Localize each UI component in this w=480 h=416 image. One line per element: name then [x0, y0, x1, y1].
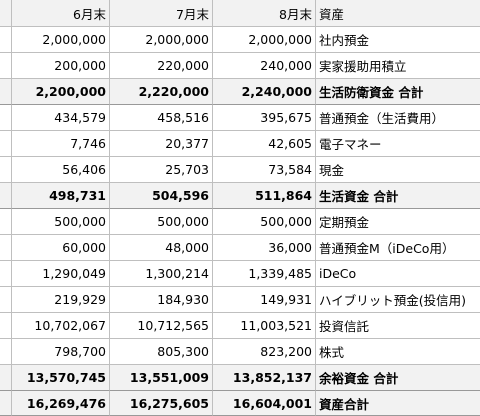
total-row: 498,731 504,596 511,864 生活資金 合計	[0, 183, 480, 209]
cell-label[interactable]: 生活防衛資金 合計	[316, 79, 480, 105]
cell-july[interactable]: 10,712,565	[110, 313, 213, 339]
cell-august[interactable]: 500,000	[213, 209, 316, 235]
cell-june[interactable]: 60,000	[12, 235, 110, 261]
cell-label[interactable]: iDeCo	[316, 261, 480, 287]
row-stub[interactable]	[0, 339, 12, 365]
cell-july[interactable]: 500,000	[110, 209, 213, 235]
cell-june[interactable]: 16,269,476	[12, 391, 110, 416]
cell-june[interactable]: 2,200,000	[12, 79, 110, 105]
cell-label[interactable]: 定期預金	[316, 209, 480, 235]
row-stub[interactable]	[0, 365, 12, 391]
cell-june[interactable]: 10,702,067	[12, 313, 110, 339]
cell-june[interactable]: 2,000,000	[12, 27, 110, 53]
table-row: 219,929 184,930 149,931 ハイブリット預金(投信用)	[0, 287, 480, 313]
cell-june[interactable]: 498,731	[12, 183, 110, 209]
header-june[interactable]: 6月末	[12, 0, 110, 27]
cell-june[interactable]: 500,000	[12, 209, 110, 235]
table-row: 1,290,049 1,300,214 1,339,485 iDeCo	[0, 261, 480, 287]
row-stub[interactable]	[0, 157, 12, 183]
cell-august[interactable]: 2,240,000	[213, 79, 316, 105]
cell-july[interactable]: 504,596	[110, 183, 213, 209]
row-stub[interactable]	[0, 287, 12, 313]
table-row: 434,579 458,516 395,675 普通預金（生活費用）	[0, 105, 480, 131]
cell-label[interactable]: 資産合計	[316, 391, 480, 416]
table-row: 200,000 220,000 240,000 実家援助用積立	[0, 53, 480, 79]
row-stub[interactable]	[0, 235, 12, 261]
header-row: 6月末 7月末 8月末 資産	[0, 0, 480, 27]
grand-total-row: 16,269,476 16,275,605 16,604,001 資産合計	[0, 391, 480, 416]
cell-june[interactable]: 200,000	[12, 53, 110, 79]
cell-label[interactable]: 現金	[316, 157, 480, 183]
cell-label[interactable]: 生活資金 合計	[316, 183, 480, 209]
cell-june[interactable]: 13,570,745	[12, 365, 110, 391]
row-stub[interactable]	[0, 261, 12, 287]
cell-august[interactable]: 511,864	[213, 183, 316, 209]
row-stub[interactable]	[0, 131, 12, 157]
cell-july[interactable]: 16,275,605	[110, 391, 213, 416]
cell-august[interactable]: 11,003,521	[213, 313, 316, 339]
row-stub[interactable]	[0, 183, 12, 209]
cell-june[interactable]: 7,746	[12, 131, 110, 157]
cell-july[interactable]: 1,300,214	[110, 261, 213, 287]
cell-label[interactable]: 普通預金（生活費用）	[316, 105, 480, 131]
row-stub[interactable]	[0, 79, 12, 105]
table-row: 2,000,000 2,000,000 2,000,000 社内預金	[0, 27, 480, 53]
table-row: 7,746 20,377 42,605 電子マネー	[0, 131, 480, 157]
cell-july[interactable]: 20,377	[110, 131, 213, 157]
row-stub[interactable]	[0, 313, 12, 339]
row-header-stub[interactable]	[0, 0, 12, 27]
cell-august[interactable]: 13,852,137	[213, 365, 316, 391]
cell-august[interactable]: 149,931	[213, 287, 316, 313]
cell-june[interactable]: 798,700	[12, 339, 110, 365]
cell-july[interactable]: 458,516	[110, 105, 213, 131]
cell-august[interactable]: 73,584	[213, 157, 316, 183]
cell-label[interactable]: 電子マネー	[316, 131, 480, 157]
cell-august[interactable]: 2,000,000	[213, 27, 316, 53]
cell-july[interactable]: 2,220,000	[110, 79, 213, 105]
total-row: 2,200,000 2,220,000 2,240,000 生活防衛資金 合計	[0, 79, 480, 105]
cell-label[interactable]: 普通預金M（iDeCo用）	[316, 235, 480, 261]
row-stub[interactable]	[0, 391, 12, 416]
table-row: 500,000 500,000 500,000 定期預金	[0, 209, 480, 235]
table-row: 60,000 48,000 36,000 普通預金M（iDeCo用）	[0, 235, 480, 261]
cell-august[interactable]: 823,200	[213, 339, 316, 365]
header-label[interactable]: 資産	[316, 0, 480, 27]
cell-august[interactable]: 42,605	[213, 131, 316, 157]
row-stub[interactable]	[0, 209, 12, 235]
table-row: 10,702,067 10,712,565 11,003,521 投資信託	[0, 313, 480, 339]
cell-august[interactable]: 395,675	[213, 105, 316, 131]
cell-august[interactable]: 16,604,001	[213, 391, 316, 416]
cell-july[interactable]: 805,300	[110, 339, 213, 365]
row-stub[interactable]	[0, 53, 12, 79]
cell-label[interactable]: 社内預金	[316, 27, 480, 53]
cell-july[interactable]: 13,551,009	[110, 365, 213, 391]
cell-july[interactable]: 220,000	[110, 53, 213, 79]
total-row: 13,570,745 13,551,009 13,852,137 余裕資金 合計	[0, 365, 480, 391]
cell-june[interactable]: 56,406	[12, 157, 110, 183]
table-row: 798,700 805,300 823,200 株式	[0, 339, 480, 365]
cell-july[interactable]: 184,930	[110, 287, 213, 313]
table-row: 56,406 25,703 73,584 現金	[0, 157, 480, 183]
cell-label[interactable]: 余裕資金 合計	[316, 365, 480, 391]
row-stub[interactable]	[0, 27, 12, 53]
header-august[interactable]: 8月末	[213, 0, 316, 27]
cell-august[interactable]: 240,000	[213, 53, 316, 79]
cell-june[interactable]: 219,929	[12, 287, 110, 313]
cell-label[interactable]: 投資信託	[316, 313, 480, 339]
cell-june[interactable]: 434,579	[12, 105, 110, 131]
cell-august[interactable]: 36,000	[213, 235, 316, 261]
cell-label[interactable]: ハイブリット預金(投信用)	[316, 287, 480, 313]
row-stub[interactable]	[0, 105, 12, 131]
cell-label[interactable]: 実家援助用積立	[316, 53, 480, 79]
cell-july[interactable]: 48,000	[110, 235, 213, 261]
cell-july[interactable]: 2,000,000	[110, 27, 213, 53]
header-july[interactable]: 7月末	[110, 0, 213, 27]
cell-label[interactable]: 株式	[316, 339, 480, 365]
cell-august[interactable]: 1,339,485	[213, 261, 316, 287]
cell-june[interactable]: 1,290,049	[12, 261, 110, 287]
cell-july[interactable]: 25,703	[110, 157, 213, 183]
